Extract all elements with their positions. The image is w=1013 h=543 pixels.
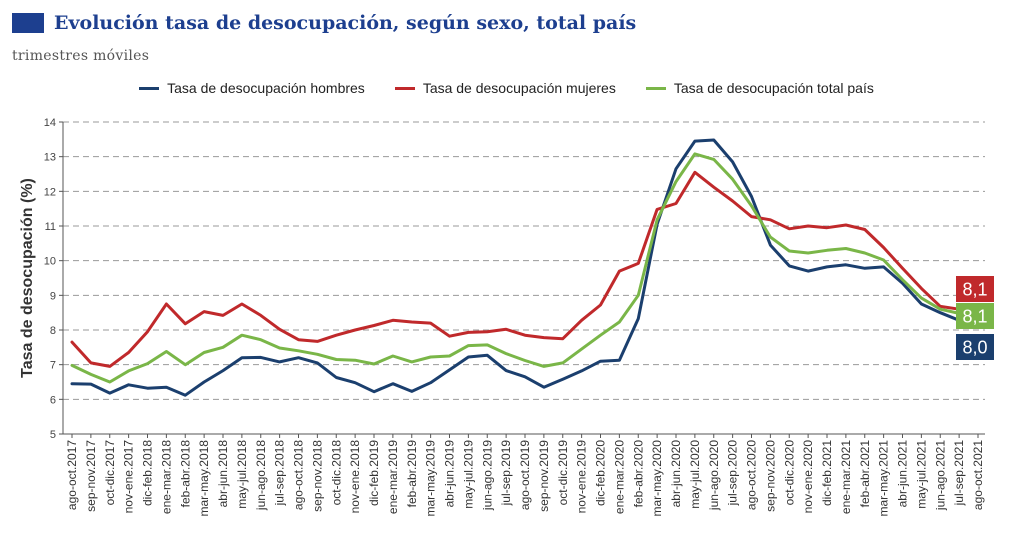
- x-tick-label: jun-ago.2019: [480, 440, 494, 511]
- y-tick-label: 5: [50, 429, 56, 441]
- end-label-box-1: [956, 276, 994, 302]
- x-tick-label: dic-feb.2019: [367, 440, 381, 506]
- x-tick-label: abr-jun.2019: [443, 440, 457, 508]
- x-tick-label: jul-sep.2019: [499, 440, 513, 507]
- x-tick-label: nov-ene.2019: [575, 440, 589, 514]
- x-tick-label: nov-ene.2017: [122, 440, 136, 514]
- x-tick-label: sep-nov.2019: [537, 440, 551, 512]
- x-tick-label: mar-may.2020: [650, 440, 664, 517]
- end-labels: 8,1 8,1 8,0: [956, 276, 994, 360]
- x-tick-label: jun-ago.2018: [254, 440, 268, 511]
- x-tick-label: ago-oct.2020: [745, 440, 759, 510]
- series-line-1: [70, 170, 980, 368]
- series-line-0: [70, 138, 980, 397]
- title-marker: [12, 13, 44, 33]
- chart-legend: Tasa de desocupación hombres Tasa de des…: [0, 80, 1013, 96]
- x-tick-label: nov-ene.2018: [348, 440, 362, 514]
- x-tick-label: jul-sep.2021: [952, 440, 966, 507]
- legend-label-total: Tasa de desocupación total país: [673, 80, 874, 96]
- y-tick-label: 9: [50, 290, 56, 302]
- chart-subtitle: trimestres móviles: [12, 48, 150, 64]
- end-label-1: 8,1: [962, 280, 987, 300]
- end-label-0: 8,0: [962, 338, 987, 358]
- x-tick-label: nov-ene.2020: [801, 440, 815, 514]
- x-tick-label: may-jul.2020: [688, 440, 702, 509]
- x-tick-label: ene-mar.2018: [159, 440, 173, 514]
- y-axis-label: Tasa de desocupación (%): [19, 178, 36, 378]
- x-tick-label: may-jul.2018: [235, 440, 249, 509]
- x-tick-label: ago-oct.2019: [518, 440, 532, 510]
- x-tick-label: may-jul.2019: [461, 440, 475, 509]
- x-tick-label: ene-mar.2020: [612, 440, 626, 514]
- x-tick-label: feb-abr.2021: [858, 440, 872, 508]
- x-tick-label: dic-feb.2020: [594, 440, 608, 506]
- series-line-2: [70, 152, 980, 384]
- end-label-box-2: [956, 303, 994, 329]
- y-tick-label: 10: [44, 256, 56, 268]
- series-lines: [70, 138, 980, 397]
- legend-swatch-mujeres: [394, 86, 415, 90]
- x-tick-label: dic-feb.2021: [820, 440, 834, 506]
- x-tick-label: abr-jun.2021: [896, 440, 910, 508]
- x-tick-label: jul-sep.2020: [726, 440, 740, 507]
- legend-swatch-hombres: [139, 86, 160, 90]
- y-tick-label: 6: [50, 394, 56, 406]
- x-tick-label: mar-may.2018: [197, 440, 211, 517]
- x-tick-label: jul-sep.2018: [273, 440, 287, 507]
- x-tick-label: jun-ago.2020: [707, 440, 721, 511]
- x-tick-label: ago-oct.2018: [292, 440, 306, 510]
- x-tick-label: mar-may.2019: [424, 440, 438, 517]
- x-tick-label: feb-abr.2019: [405, 440, 419, 508]
- axes: 5 6 7 8 9 10 11 12 13 14 ago-oct.2017 sep-nov.2017 o…: [44, 117, 985, 516]
- y-tick-label: 14: [44, 117, 56, 129]
- title-row: Evolución tasa de desocupación, según se…: [12, 10, 636, 36]
- x-tick-label: feb-abr.2018: [178, 440, 192, 508]
- x-tick-label: ene-mar.2021: [839, 440, 853, 514]
- x-tick-label: ago-oct.2021: [971, 440, 985, 510]
- x-tick-label: dic-feb.2018: [141, 440, 155, 506]
- legend-item-hombres: Tasa de desocupación hombres: [139, 80, 365, 96]
- x-tick-label: oct-dic.2019: [556, 440, 570, 506]
- x-tick-label: mar-may.2021: [877, 440, 891, 517]
- x-tick-label: jun-ago.2021: [933, 440, 947, 511]
- x-tick-label: oct-dic.2018: [329, 440, 343, 506]
- x-tick-label: ago-oct.2017: [65, 440, 79, 510]
- x-tick-label: ene-mar.2019: [386, 440, 400, 514]
- x-tick-label: oct-dic.2020: [782, 440, 796, 506]
- legend-swatch-total: [645, 86, 666, 90]
- x-tick-label: sep-nov.2020: [763, 440, 777, 512]
- legend-label-mujeres: Tasa de desocupación mujeres: [422, 80, 616, 96]
- y-tick-label: 11: [45, 221, 56, 233]
- y-tick-label: 8: [50, 325, 56, 337]
- x-tick-label: abr-jun.2020: [669, 440, 683, 508]
- y-tick-label: 12: [44, 186, 56, 198]
- x-tick-label: sep-nov.2018: [310, 440, 324, 512]
- end-label-box-0: [956, 334, 994, 360]
- legend-item-mujeres: Tasa de desocupación mujeres: [394, 80, 616, 96]
- y-tick-label: 13: [44, 152, 56, 164]
- chart-title: Evolución tasa de desocupación, según se…: [54, 12, 637, 34]
- legend-item-total: Tasa de desocupación total país: [645, 80, 874, 96]
- legend-label-hombres: Tasa de desocupación hombres: [167, 80, 365, 96]
- x-tick-label: may-jul.2021: [914, 440, 928, 509]
- gridlines: [63, 121, 985, 400]
- y-tick-label: 7: [50, 360, 56, 372]
- x-tick-label: abr-jun.2018: [216, 440, 230, 508]
- x-tick-label: oct-dic.2017: [103, 440, 117, 506]
- end-label-2: 8,1: [962, 307, 987, 327]
- x-tick-label: feb-abr.2020: [631, 440, 645, 508]
- x-tick-label: sep-nov.2017: [84, 440, 98, 512]
